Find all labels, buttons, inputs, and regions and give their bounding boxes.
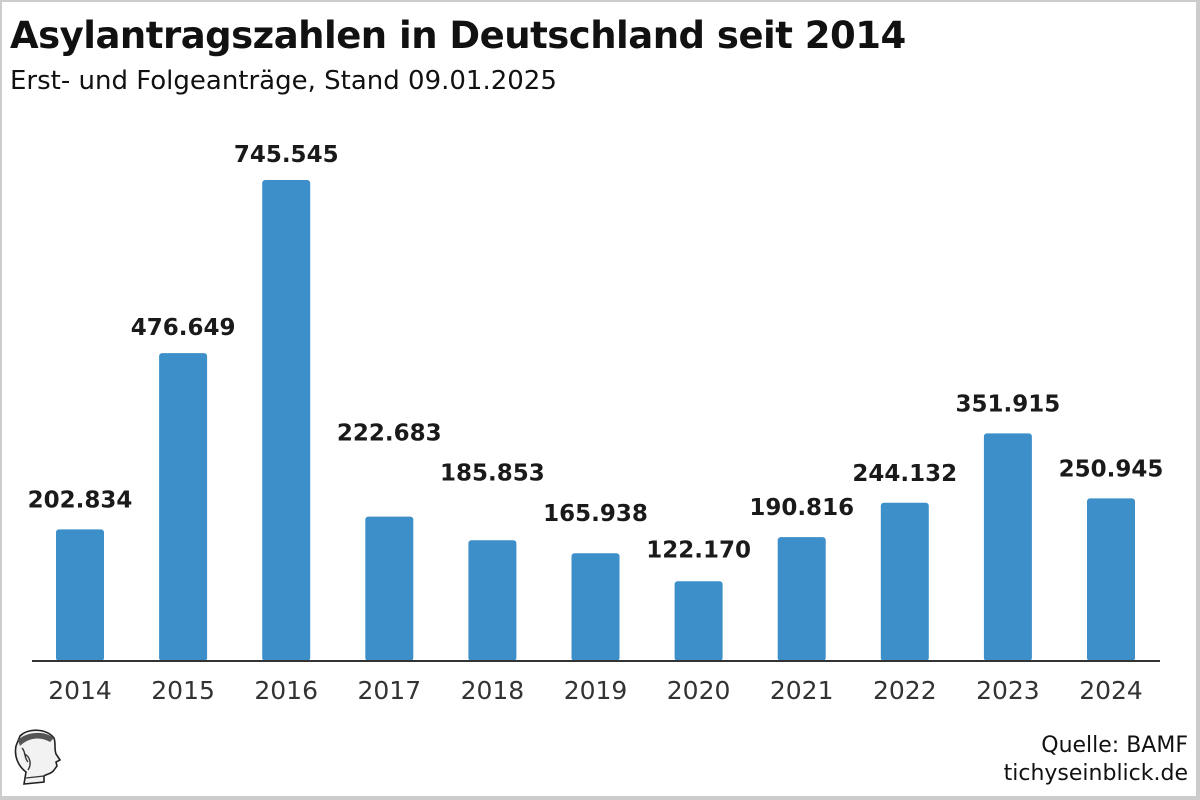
site-label: tichyseinblick.de — [1003, 761, 1188, 786]
value-label-2021: 190.816 — [749, 495, 854, 521]
value-label-2016: 745.545 — [234, 142, 339, 168]
x-tick-label-2022: 2022 — [873, 676, 937, 705]
x-tick-label-2020: 2020 — [667, 676, 731, 705]
value-label-2014: 202.834 — [28, 487, 133, 513]
bar-2024 — [1087, 498, 1135, 661]
bar-2022 — [880, 502, 929, 661]
x-tick-label-2024: 2024 — [1079, 676, 1143, 705]
bar-2020 — [674, 581, 723, 661]
source-note: Quelle: BAMF tichyseinblick.de — [1004, 732, 1188, 788]
x-tick-label-2017: 2017 — [357, 676, 421, 705]
chart-subtitle: Erst- und Folgeanträge, Stand 09.01.2025 — [10, 66, 557, 96]
value-label-2019: 165.938 — [543, 501, 648, 527]
x-tick-label-2014: 2014 — [48, 676, 112, 705]
x-tick-label-2019: 2019 — [564, 676, 628, 705]
bar-2017 — [365, 516, 414, 661]
bar-2016 — [262, 180, 311, 661]
value-label-2020: 122.170 — [646, 537, 751, 563]
bars-group — [56, 180, 1135, 661]
value-label-2022: 244.132 — [852, 461, 957, 487]
x-tick-label-2021: 2021 — [770, 676, 834, 705]
chart-title: Asylantragszahlen in Deutschland seit 20… — [10, 14, 906, 57]
value-label-2017: 222.683 — [337, 421, 442, 447]
value-label-2024: 250.945 — [1059, 456, 1164, 482]
x-tick-label-2023: 2023 — [976, 676, 1040, 705]
bar-2015 — [159, 353, 208, 661]
x-tick-label-2018: 2018 — [461, 676, 525, 705]
source-label: Quelle: BAMF — [1041, 733, 1188, 758]
bar-2014 — [56, 529, 104, 661]
x-tick-label-2015: 2015 — [151, 676, 215, 705]
value-labels-group: 202.834 476.649 745.545 222.683 185.853 165.9… — [28, 142, 1164, 563]
bar-2021 — [777, 537, 826, 661]
x-tick-label-2016: 2016 — [254, 676, 318, 705]
bar-2023 — [983, 433, 1032, 661]
bar-2019 — [571, 553, 620, 661]
value-label-2015: 476.649 — [131, 315, 236, 341]
value-label-2018: 185.853 — [440, 460, 545, 486]
hermes-head-logo-icon — [14, 729, 62, 785]
bar-2018 — [468, 540, 517, 661]
x-tick-labels-group: 2014 2015 2016 2017 2018 2019 2020 2021 2022 2023… — [48, 676, 1143, 705]
value-label-2023: 351.915 — [956, 391, 1061, 417]
